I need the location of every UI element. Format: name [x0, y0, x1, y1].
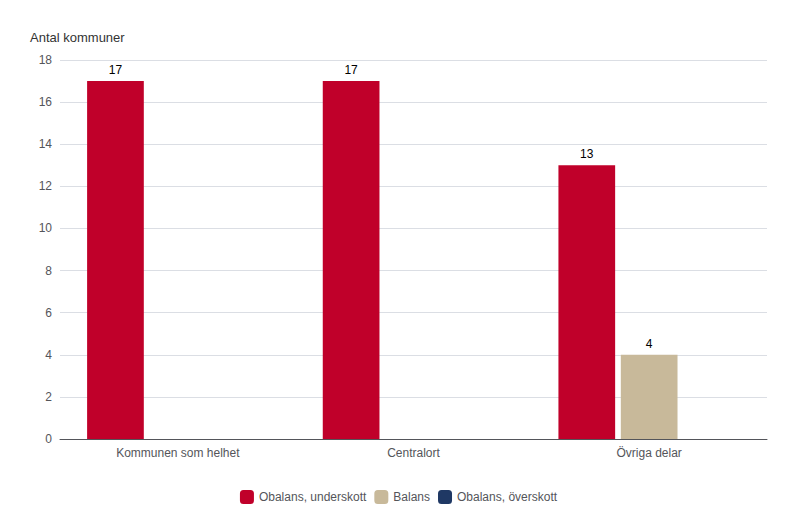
- svg-text:Balans: Balans: [393, 490, 430, 504]
- svg-text:17: 17: [109, 63, 123, 77]
- svg-text:4: 4: [45, 348, 52, 362]
- svg-text:13: 13: [580, 147, 594, 161]
- svg-text:17: 17: [344, 63, 358, 77]
- svg-text:Centralort: Centralort: [387, 446, 440, 460]
- svg-text:12: 12: [39, 179, 53, 193]
- svg-text:Obalans, överskott: Obalans, överskott: [457, 490, 558, 504]
- svg-text:6: 6: [45, 306, 52, 320]
- svg-text:16: 16: [39, 95, 53, 109]
- svg-text:Kommunen som helhet: Kommunen som helhet: [116, 446, 240, 460]
- svg-text:2: 2: [45, 390, 52, 404]
- svg-text:18: 18: [39, 53, 53, 67]
- svg-text:4: 4: [646, 337, 653, 351]
- svg-text:0: 0: [45, 432, 52, 446]
- svg-text:14: 14: [39, 137, 53, 151]
- svg-text:10: 10: [39, 221, 53, 235]
- svg-text:Övriga delar: Övriga delar: [616, 446, 681, 460]
- svg-text:Antal kommuner: Antal kommuner: [30, 30, 125, 45]
- svg-text:8: 8: [45, 264, 52, 278]
- svg-text:Obalans, underskott: Obalans, underskott: [259, 490, 367, 504]
